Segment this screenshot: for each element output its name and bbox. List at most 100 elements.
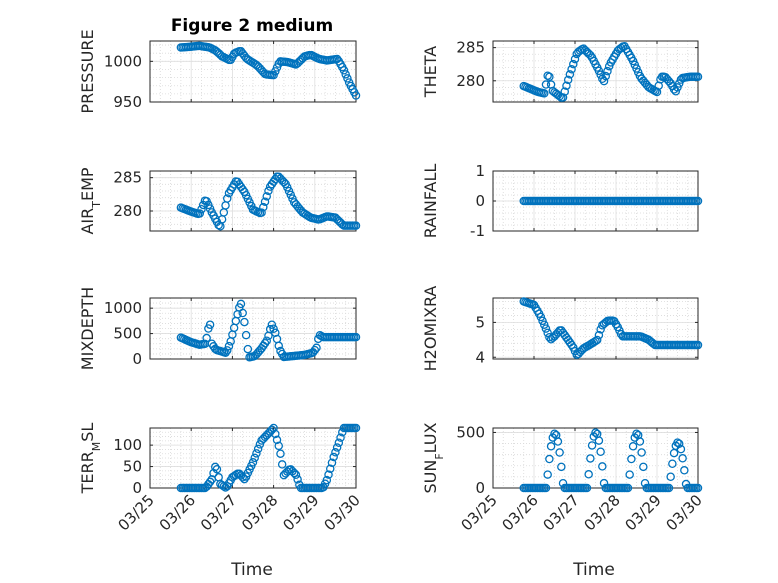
data-point (623, 483, 633, 493)
data-point (545, 454, 554, 464)
data-point (594, 436, 604, 445)
y-tick-label: 950 (113, 93, 142, 111)
data-point (252, 449, 261, 458)
data-point (671, 87, 681, 96)
data-point (240, 317, 249, 327)
data-point (276, 449, 285, 458)
data-point (584, 470, 593, 479)
data-point (221, 348, 230, 357)
x-axis-label-left: Time (230, 560, 273, 580)
data-point (592, 335, 602, 345)
data-point (343, 74, 352, 83)
data-point (628, 442, 638, 451)
series-markers (519, 196, 703, 206)
data-point (637, 448, 646, 457)
x-tick-label: 03/26 (156, 491, 199, 534)
series-markers (176, 423, 361, 493)
data-point (336, 433, 345, 442)
data-point (536, 312, 546, 322)
y-tick-label: 0 (132, 350, 142, 368)
data-point (238, 308, 247, 318)
data-point (674, 439, 684, 448)
x-tick-label: 03/30 (321, 491, 364, 534)
data-point (264, 186, 273, 196)
data-point (543, 328, 552, 338)
y-axis-label: MIXDEPTH (78, 287, 97, 370)
y-axis-label: SUNFLUX (421, 422, 446, 493)
data-point (541, 80, 551, 89)
x-tick-label: 03/29 (279, 491, 322, 534)
axes-frame (149, 427, 357, 489)
y-tick-label: 50 (123, 458, 142, 476)
y-tick-label: 285 (113, 169, 142, 187)
x-tick-label: 03/27 (197, 491, 240, 534)
series-markers (176, 41, 361, 100)
data-point (545, 72, 554, 82)
panel-theta: 280 285 THETA (421, 39, 703, 103)
data-point (540, 89, 549, 98)
data-point (202, 333, 211, 343)
data-point (567, 65, 576, 74)
chart-title: Figure 2 medium (171, 16, 333, 36)
data-point (538, 316, 547, 326)
data-point (259, 202, 268, 212)
data-point (195, 209, 205, 218)
panel-air-temp: 280 285 AIRTEMP (78, 167, 361, 235)
axes-frame (492, 297, 699, 360)
data-point (569, 59, 578, 69)
data-point (269, 324, 278, 333)
x-axis-label-right: Time (572, 560, 615, 580)
data-point (543, 71, 552, 80)
data-point (555, 448, 564, 457)
x-tick-label: 03/30 (663, 491, 706, 534)
data-point (351, 332, 361, 342)
y-axis-label: THETA (421, 46, 440, 98)
y-tick-label: 280 (113, 202, 142, 220)
axes-frame (492, 427, 699, 489)
data-point (271, 429, 280, 439)
y-tick-label: 500 (456, 423, 485, 441)
data-point (666, 472, 675, 482)
data-point (312, 343, 321, 353)
data-point (546, 442, 556, 451)
y-axis-label: AIRTEMP (78, 167, 103, 234)
y-tick-label: -1 (470, 222, 485, 240)
data-point (250, 453, 259, 463)
panel-terr-msl: 0 50 100 TERRMSL 03/2503/2603/2703/2803/2903… (78, 423, 364, 535)
data-point (541, 483, 551, 493)
x-tick-label: 03/25 (115, 491, 158, 534)
data-point (248, 458, 258, 467)
y-tick-label: 280 (456, 72, 485, 90)
x-tick-label: 03/27 (540, 491, 583, 534)
data-point (562, 81, 571, 90)
data-point (329, 452, 338, 462)
data-point (635, 437, 645, 446)
data-point (224, 341, 234, 351)
data-point (625, 470, 634, 479)
data-point (693, 196, 703, 206)
data-point (693, 340, 703, 350)
data-point (222, 194, 232, 203)
data-point (325, 464, 335, 473)
data-point (557, 462, 566, 472)
data-point (260, 197, 270, 206)
data-point (598, 462, 607, 471)
panel-h2omixra: 4 5 H2OMIXRA (421, 286, 703, 372)
data-point (673, 438, 682, 447)
data-point (627, 454, 636, 464)
data-point (253, 444, 263, 454)
data-point (267, 320, 277, 329)
data-point (274, 341, 283, 351)
data-point (596, 70, 605, 79)
data-point (351, 221, 361, 230)
data-point (673, 83, 682, 92)
data-point (599, 76, 609, 86)
y-tick-label: 0 (475, 192, 485, 210)
y-tick-label: 1000 (104, 52, 142, 70)
data-point (241, 330, 251, 340)
panel-mixdepth: 0 500 1000 MIXDEPTH (78, 287, 361, 370)
data-point (272, 435, 282, 445)
y-axis-label: H2OMIXRA (421, 286, 440, 372)
data-point (269, 70, 278, 80)
x-tick-label: 03/26 (499, 491, 542, 534)
